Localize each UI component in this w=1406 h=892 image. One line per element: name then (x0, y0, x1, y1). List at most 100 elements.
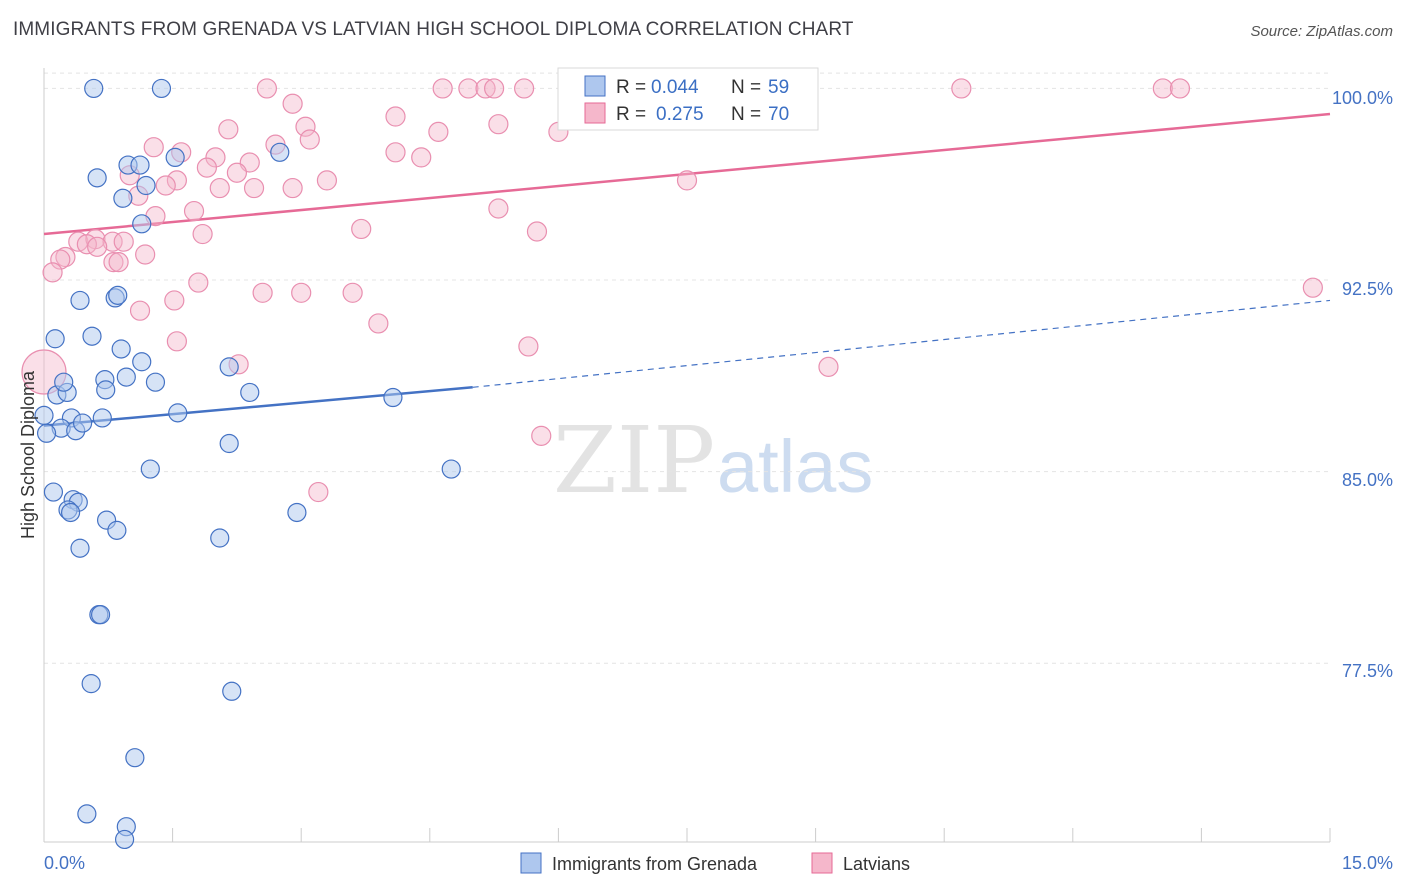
data-point-latvians (411, 147, 432, 168)
source-label: Source: ZipAtlas.com (1250, 23, 1393, 40)
data-point-grenada (132, 352, 152, 372)
stats-legend: R = 0.044 N = 59 R = 0.275 N = 70 (557, 67, 819, 131)
data-point-latvians (818, 356, 839, 377)
y-tick-label: 92.5% (1342, 279, 1393, 299)
data-point-grenada (87, 168, 107, 188)
data-point-latvians (143, 137, 164, 158)
data-point-latvians (188, 272, 209, 293)
data-point-grenada (130, 155, 150, 175)
legend-swatch-blue (584, 75, 606, 97)
data-point-latvians (518, 336, 539, 357)
data-point-latvians (108, 252, 129, 273)
data-point-grenada (270, 142, 290, 162)
data-point-grenada (222, 681, 242, 701)
legend-n-label: N = (731, 77, 761, 98)
trend-line-grenada-extension (472, 299, 1331, 388)
data-point-grenada (70, 538, 90, 558)
data-point-grenada (287, 502, 307, 523)
legend-r-value: 0.275 (656, 104, 704, 125)
data-point-grenada (113, 188, 133, 208)
data-point-latvians (50, 249, 71, 270)
data-point-grenada (136, 175, 156, 196)
data-point-grenada (125, 748, 145, 768)
data-point-latvians (226, 162, 247, 183)
data-point-latvians (1302, 277, 1323, 298)
data-point-grenada (168, 403, 188, 423)
legend-r-value: 0.044 (651, 77, 699, 98)
data-point-latvians (42, 262, 63, 283)
data-point-latvians (282, 177, 303, 199)
data-point-latvians (192, 223, 213, 245)
data-point-grenada (145, 372, 166, 392)
data-point-latvians (252, 282, 273, 303)
data-point-latvians (488, 114, 509, 135)
data-point-latvians (55, 246, 76, 268)
axes (43, 68, 1331, 843)
data-point-latvians (351, 218, 372, 240)
data-point-latvians (1169, 78, 1191, 99)
legend-swatch-latvians (811, 852, 833, 874)
data-point-grenada (210, 528, 230, 548)
data-point-grenada (219, 433, 239, 454)
legend-r-label: R = (616, 104, 646, 125)
data-point-latvians (951, 78, 972, 99)
data-point-latvians (368, 313, 389, 334)
data-point-grenada (132, 214, 152, 234)
data-point-latvians (316, 170, 338, 191)
legend-swatch-grenada (520, 852, 542, 874)
data-point-latvians (385, 106, 406, 127)
chart-title: IMMIGRANTS FROM GRENADA VS LATVIAN HIGH … (13, 19, 854, 40)
data-point-latvians (87, 236, 108, 257)
data-points (21, 78, 1323, 850)
data-point-grenada (107, 520, 127, 540)
data-point-latvians (243, 177, 265, 199)
data-point-latvians (183, 200, 205, 222)
data-point-latvians (484, 78, 505, 99)
data-point-latvians (166, 331, 187, 352)
data-point-grenada (36, 423, 57, 443)
data-point-latvians (166, 170, 187, 191)
data-point-latvians (526, 221, 548, 242)
data-point-grenada (92, 408, 112, 428)
y-tick-label: 77.5% (1342, 661, 1393, 681)
legend-n-label: N = (731, 104, 761, 125)
x-tick-label: 0.0% (44, 853, 85, 873)
data-point-latvians (209, 177, 230, 199)
data-point-grenada (70, 290, 90, 311)
data-point-latvians (135, 244, 156, 265)
data-point-grenada (81, 674, 101, 694)
data-point-latvians (428, 121, 449, 142)
data-point-grenada (219, 357, 239, 377)
data-point-latvians (218, 119, 239, 140)
data-point-latvians (256, 78, 278, 99)
data-point-grenada (240, 382, 260, 403)
data-point-grenada (441, 459, 461, 479)
data-point-grenada (90, 605, 111, 625)
data-point-grenada (114, 829, 135, 850)
data-point-grenada (72, 413, 93, 433)
legend-swatch-pink (584, 102, 606, 124)
data-point-grenada (60, 502, 81, 523)
legend-n-value: 70 (768, 104, 789, 125)
data-point-grenada (43, 482, 64, 502)
data-point-latvians (205, 147, 226, 168)
data-point-grenada (54, 372, 74, 392)
data-point-latvians (103, 252, 124, 273)
data-point-grenada (116, 367, 136, 387)
watermark-atlas: atlas (717, 425, 873, 508)
data-point-latvians (102, 231, 123, 252)
data-point-latvians (164, 290, 185, 311)
data-point-latvians (385, 142, 406, 163)
data-point-grenada (108, 285, 128, 305)
data-point-latvians (531, 425, 552, 446)
data-point-latvians (432, 78, 453, 99)
y-tick-label: 100.0% (1332, 88, 1393, 108)
data-point-latvians (282, 93, 303, 114)
data-point-latvians (488, 198, 509, 219)
data-point-latvians (113, 231, 134, 252)
trend-lines (43, 112, 1331, 427)
series-legend: Immigrants from Grenada Latvians (520, 852, 910, 874)
data-point-latvians (291, 282, 312, 303)
data-point-grenada (140, 459, 160, 479)
data-point-grenada (77, 804, 97, 824)
